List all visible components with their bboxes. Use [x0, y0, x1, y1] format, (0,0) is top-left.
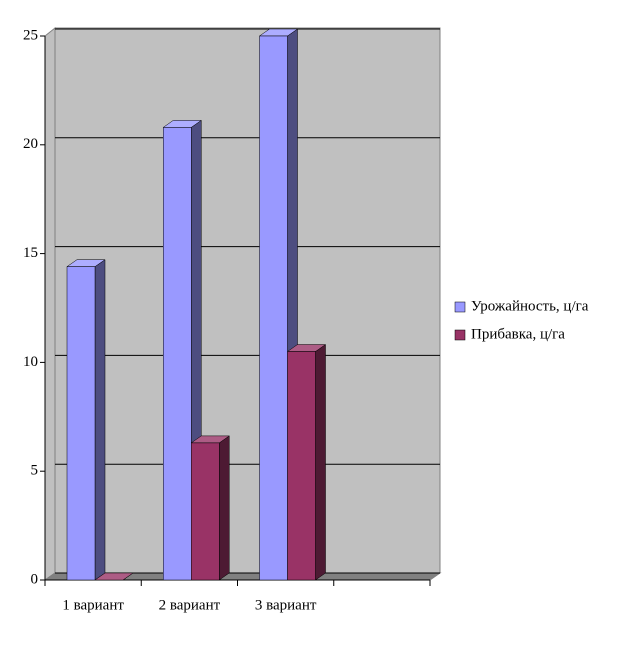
bar — [66, 266, 96, 581]
bar-top — [94, 572, 134, 581]
y-tick-label: 25 — [23, 27, 38, 43]
legend-swatch — [454, 301, 466, 313]
side-wall — [44, 26, 56, 581]
y-tick-label: 10 — [23, 354, 38, 370]
bar — [191, 442, 220, 581]
legend-label: Урожайность, ц/га — [471, 298, 589, 314]
legend-label: Прибавка, ц/га — [471, 326, 565, 342]
bar-side — [94, 259, 106, 581]
x-tick-label: 2 вариант — [159, 597, 221, 613]
bar — [163, 127, 192, 581]
y-tick-label: 15 — [23, 245, 38, 261]
bar-side — [219, 435, 230, 581]
back-wall — [54, 27, 441, 574]
y-tick-label: 5 — [31, 463, 39, 479]
y-tick-label: 0 — [31, 571, 39, 587]
x-tick-label: 1 вариант — [62, 597, 124, 613]
x-tick-label: 3 вариант — [255, 597, 317, 613]
legend-swatch — [454, 329, 466, 341]
y-tick-label: 20 — [23, 136, 38, 152]
bar-side — [315, 344, 326, 581]
bar — [287, 351, 316, 581]
bar — [259, 35, 288, 581]
